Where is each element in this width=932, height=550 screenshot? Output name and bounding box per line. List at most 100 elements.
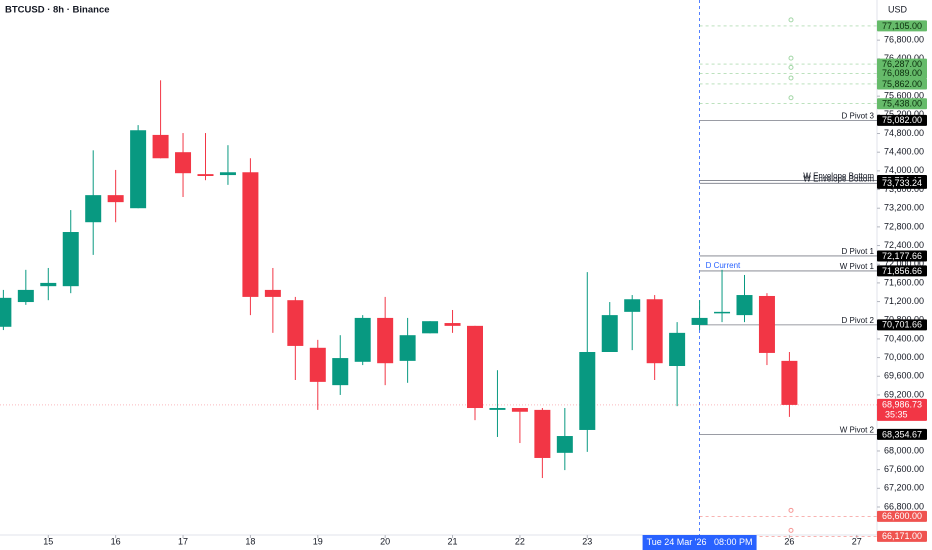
candle-body xyxy=(534,409,551,458)
candle-body xyxy=(489,408,506,410)
level-box xyxy=(877,319,927,331)
crosshair-note: D Current xyxy=(706,261,741,270)
crosshair-time-label: Tue 24 Mar '26 08:00 PM xyxy=(647,537,753,547)
x-tick-label: 27 xyxy=(852,536,862,546)
level-price-label: 77,105.00 xyxy=(882,21,922,31)
level-price-label: 66,600.00 xyxy=(882,511,922,521)
chart-title: BTCUSD · 8h · Binance xyxy=(5,5,110,16)
y-tick-label: 70,000.00 xyxy=(884,352,924,362)
level-name: D Pivot 3 xyxy=(842,111,875,120)
level-price-label: 70,701.66 xyxy=(882,320,922,330)
level-price-label: 71,856.66 xyxy=(882,266,922,276)
level-box xyxy=(877,510,927,522)
y-tick-label: 72,000.00 xyxy=(884,259,924,269)
level-name: D Pivot 1 xyxy=(842,247,875,256)
candle-body xyxy=(691,317,708,325)
candle-body xyxy=(287,300,304,346)
candle-body xyxy=(40,282,57,287)
x-tick-label: 26 xyxy=(784,536,794,546)
y-tick-label: 71,600.00 xyxy=(884,277,924,287)
level-price-label: 68,354.67 xyxy=(882,429,922,439)
level-marker xyxy=(788,75,794,81)
level-box xyxy=(877,428,927,440)
y-tick-label: 76,800.00 xyxy=(884,35,924,45)
x-tick-label: 18 xyxy=(245,536,255,546)
candle-body xyxy=(646,299,663,364)
y-tick-label: 72,800.00 xyxy=(884,221,924,231)
candle-body xyxy=(264,289,281,297)
y-tick-label: 69,200.00 xyxy=(884,389,924,399)
y-tick-label: 73,200.00 xyxy=(884,203,924,213)
y-tick-label: 73,600.00 xyxy=(884,184,924,194)
level-price-label: 73,733.24 xyxy=(882,178,922,188)
candle-body xyxy=(197,174,214,176)
candle-body xyxy=(242,172,259,297)
countdown: 35:35 xyxy=(885,409,908,419)
candle-body xyxy=(758,295,775,353)
level-name: W Envelope Bottom xyxy=(803,172,874,181)
candle-body xyxy=(579,351,596,430)
candle-body xyxy=(377,317,394,364)
crosshair-time-box xyxy=(642,535,757,550)
level-marker xyxy=(788,55,794,61)
y-tick-label: 69,600.00 xyxy=(884,371,924,381)
level-name: D Pivot 2 xyxy=(842,316,875,325)
y-tick-label: 76,400.00 xyxy=(884,53,924,63)
level-name: W Pivot 1 xyxy=(840,262,875,271)
level-marker xyxy=(788,95,794,101)
candle-body xyxy=(736,295,753,316)
level-box xyxy=(877,265,927,277)
level-box xyxy=(877,530,927,542)
level-marker xyxy=(788,64,794,70)
candle-body xyxy=(309,347,326,382)
y-tick-label: 71,200.00 xyxy=(884,296,924,306)
level-box xyxy=(877,177,927,189)
x-tick-label: 21 xyxy=(448,536,458,546)
level-price-label: 66,171.00 xyxy=(882,531,922,541)
candle-body xyxy=(130,130,147,209)
level-box xyxy=(877,20,927,32)
y-tick-label: 74,000.00 xyxy=(884,165,924,175)
level-box xyxy=(877,250,927,262)
level-price-label: 75,082.00 xyxy=(882,115,922,125)
level-name: W Envelope Bottom xyxy=(803,174,874,183)
candle-body xyxy=(17,289,34,303)
candle-body xyxy=(624,299,641,312)
y-tick-label: 67,600.00 xyxy=(884,464,924,474)
y-tick-label: 75,600.00 xyxy=(884,91,924,101)
level-price-label: 76,089.00 xyxy=(882,68,922,78)
level-box xyxy=(877,78,927,90)
candle-body xyxy=(556,436,573,453)
candle-body xyxy=(354,317,371,362)
y-tick-label: 70,400.00 xyxy=(884,333,924,343)
x-tick-label: 17 xyxy=(178,536,188,546)
y-tick-label: 66,800.00 xyxy=(884,501,924,511)
candle-body xyxy=(466,325,483,409)
candle-body xyxy=(714,311,731,314)
candle-body xyxy=(444,323,461,326)
candle-body xyxy=(511,408,528,412)
level-price-label: 75,438.00 xyxy=(882,99,922,109)
candle-body xyxy=(399,335,416,361)
level-name: W Pivot 2 xyxy=(840,426,875,435)
candle-body xyxy=(332,358,349,386)
level-price-label: 76,287.00 xyxy=(882,59,922,69)
level-marker xyxy=(788,17,794,23)
currency: USD xyxy=(888,4,908,14)
y-tick-label: 68,000.00 xyxy=(884,445,924,455)
y-tick-label: 67,200.00 xyxy=(884,483,924,493)
level-box xyxy=(877,58,927,70)
y-tick-label: 74,400.00 xyxy=(884,147,924,157)
y-tick-label: 74,800.00 xyxy=(884,128,924,138)
candle-body xyxy=(152,134,169,159)
candle-body xyxy=(781,360,798,405)
level-box xyxy=(877,98,927,110)
x-tick-label: 15 xyxy=(43,536,53,546)
x-tick-label: 23 xyxy=(582,536,592,546)
x-tick-label: 22 xyxy=(515,536,525,546)
y-tick-label: 75,200.00 xyxy=(884,109,924,119)
